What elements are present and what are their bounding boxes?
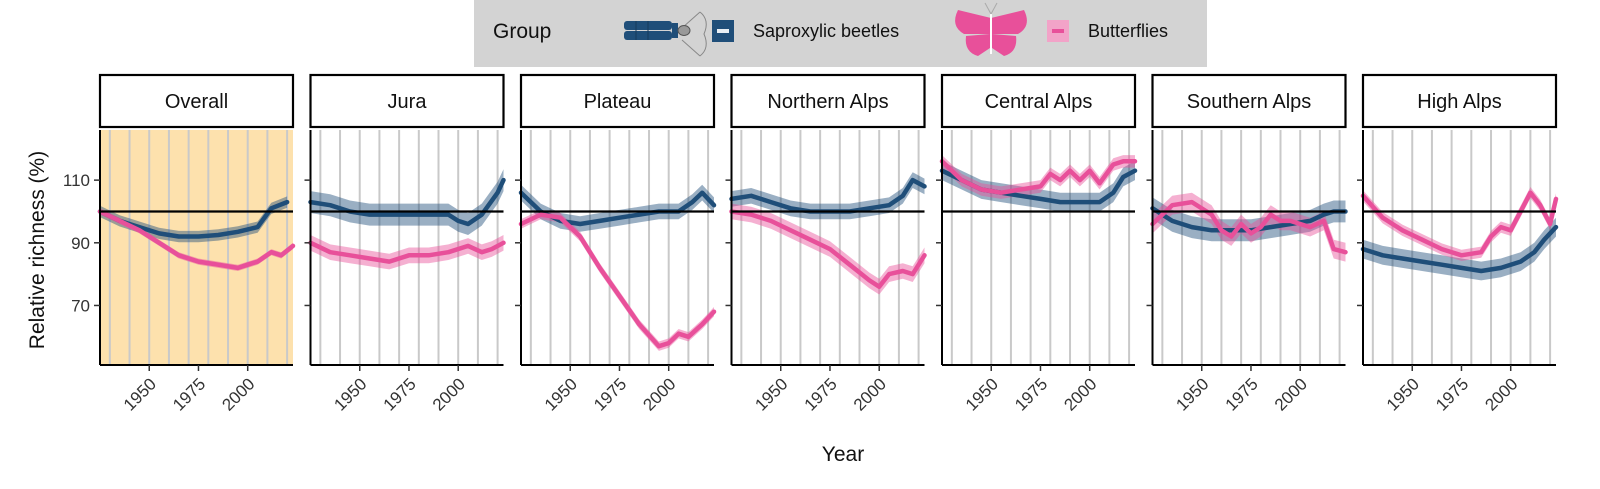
legend-label-butterflies: Butterflies bbox=[1088, 21, 1168, 41]
x-tick-label: 1950 bbox=[1383, 374, 1423, 414]
x-axis-title: Year bbox=[822, 443, 864, 466]
panel-strip bbox=[98, 73, 295, 129]
legend-key-line bbox=[717, 29, 729, 33]
butterfly-icon bbox=[955, 2, 1027, 56]
ci-band-butterflies bbox=[100, 208, 293, 271]
x-tick-label: 1975 bbox=[1432, 374, 1472, 414]
panel-strip bbox=[940, 73, 1137, 129]
x-tick-label: 1950 bbox=[541, 374, 581, 414]
x-tick-label: 1950 bbox=[330, 374, 370, 414]
x-tick-label: 1950 bbox=[1172, 374, 1212, 414]
ci-band-saproxylic-beetles bbox=[942, 161, 1135, 212]
y-tick-label: 110 bbox=[63, 171, 90, 190]
panel-strip bbox=[1151, 73, 1347, 129]
panel-strip bbox=[1361, 73, 1558, 129]
beetle-icon bbox=[624, 11, 707, 57]
series-line-butterflies bbox=[97, 209, 296, 271]
x-tick-label: 2000 bbox=[639, 374, 679, 414]
panel-title: High Alps bbox=[1417, 91, 1502, 113]
panel-title: Plateau bbox=[584, 91, 652, 113]
series-line-butterflies bbox=[1360, 190, 1559, 258]
legend-key-line bbox=[1052, 29, 1064, 33]
x-tick-label: 2000 bbox=[1271, 374, 1311, 414]
x-tick-label: 1950 bbox=[962, 374, 1002, 414]
panel-strip bbox=[730, 73, 926, 129]
panel-title: Jura bbox=[388, 91, 428, 113]
series-line-butterflies bbox=[518, 212, 717, 349]
y-axis-title: Relative richness (%) bbox=[26, 151, 49, 349]
y-tick-label: 90 bbox=[71, 234, 90, 253]
x-tick-label: 2000 bbox=[1060, 374, 1100, 414]
x-tick-label: 2000 bbox=[1481, 374, 1521, 414]
x-tick-label: 1975 bbox=[1011, 374, 1051, 414]
x-tick-label: 1950 bbox=[751, 374, 791, 414]
y-tick-label: 70 bbox=[71, 296, 90, 315]
panel-southern-alps: 1950 1975 2000 Southern Alps bbox=[1146, 73, 1348, 415]
panel-central-alps: 1950 1975 2000 Central Alps bbox=[936, 73, 1138, 415]
series-line-butterflies bbox=[939, 159, 1138, 195]
legend-title: Group bbox=[493, 20, 551, 43]
highlight-background bbox=[100, 130, 293, 365]
ci-band-butterflies bbox=[942, 155, 1135, 199]
legend-label-saproxylic-beetles: Saproxylic beetles bbox=[753, 21, 899, 41]
x-tick-label: 1950 bbox=[120, 374, 160, 414]
x-tick-label: 2000 bbox=[218, 374, 258, 414]
x-tick-label: 1975 bbox=[801, 374, 841, 414]
panel-high-alps: 1950 1975 2000 High Alps bbox=[1357, 73, 1559, 415]
panel-title: Northern Alps bbox=[767, 91, 888, 113]
panel-plateau: 1950 1975 2000 Plateau bbox=[515, 73, 717, 415]
legend-background bbox=[474, 0, 1207, 67]
panel-strip bbox=[309, 73, 505, 129]
series-line-butterflies bbox=[729, 209, 927, 289]
panel-strip bbox=[519, 73, 716, 129]
x-tick-label: 1975 bbox=[169, 374, 209, 414]
panel-title: Southern Alps bbox=[1187, 91, 1312, 113]
ci-band-butterflies bbox=[310, 235, 504, 270]
x-tick-label: 1975 bbox=[1222, 374, 1262, 414]
panel-northern-alps: 1950 1975 2000 Northern Alps bbox=[725, 73, 927, 415]
series-line-saproxylic-beetles bbox=[1360, 224, 1559, 274]
panel-jura: 1950 1975 2000 Jura bbox=[304, 73, 506, 415]
x-tick-label: 2000 bbox=[850, 374, 890, 414]
panel-title: Overall bbox=[165, 91, 228, 113]
x-tick-label: 1975 bbox=[590, 374, 630, 414]
legend: Group Saproxylic beetles But bbox=[474, 0, 1207, 67]
x-tick-label: 2000 bbox=[429, 374, 469, 414]
x-tick-label: 1975 bbox=[380, 374, 420, 414]
panel-overall: 1950 1975 2000 70 90 110 Overall bbox=[63, 73, 296, 415]
panel-title: Central Alps bbox=[985, 91, 1093, 113]
series-line-butterflies bbox=[308, 240, 506, 264]
